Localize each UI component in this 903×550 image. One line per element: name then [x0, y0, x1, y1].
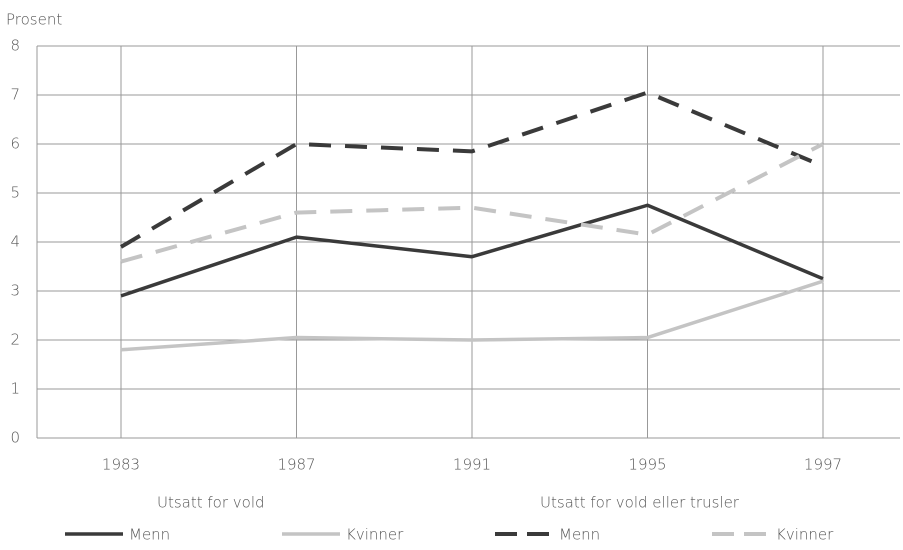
- legend-label: Kvinner: [776, 526, 834, 544]
- y-tick-label: 2: [10, 331, 20, 349]
- y-tick-label: 0: [10, 429, 20, 447]
- x-tick-label: 1997: [804, 456, 842, 474]
- y-tick-label: 3: [10, 282, 20, 300]
- legend-group-title: Utsatt for vold: [157, 494, 265, 512]
- series-line: [120, 203, 824, 298]
- x-tick-label: 1983: [102, 456, 140, 474]
- y-tick-label: 8: [10, 37, 20, 55]
- legend-label: Menn: [129, 526, 170, 544]
- y-tick-label: 1: [10, 380, 20, 398]
- y-tick-label: 6: [10, 135, 20, 153]
- legend-label: Kvinner: [346, 526, 404, 544]
- y-tick-label: 7: [10, 86, 20, 104]
- y-axis-label: Prosent: [6, 11, 62, 29]
- series-line: [120, 142, 824, 264]
- x-tick-label: 1991: [453, 456, 491, 474]
- y-tick-label: 5: [10, 184, 20, 202]
- x-tick-label: 1987: [277, 456, 315, 474]
- series-line: [120, 279, 824, 352]
- legend-group-title: Utsatt for vold eller trusler: [540, 494, 740, 512]
- legend-label: Menn: [559, 526, 600, 544]
- x-tick-label: 1995: [628, 456, 666, 474]
- series-line: [119, 90, 824, 249]
- y-tick-label: 4: [10, 233, 20, 251]
